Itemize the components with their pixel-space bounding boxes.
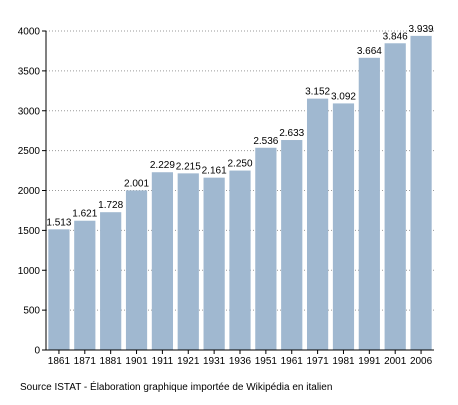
data-label: 2.001 [124,178,149,189]
y-tick-label: 0 [34,346,40,357]
x-tick-label: 1881 [100,356,123,367]
bar [125,190,148,350]
bar [229,170,251,350]
x-tick-label: 1951 [255,356,278,367]
data-label: 2.633 [279,128,304,139]
bar [255,147,277,350]
x-tick-label: 2006 [410,356,433,367]
x-tick-label: 1901 [125,356,148,367]
bar [410,35,432,351]
x-tick-label: 1971 [306,356,329,367]
y-tick-label: 1000 [18,266,41,277]
bar [281,140,303,350]
bar [74,220,96,350]
x-tick-label: 1921 [177,356,200,367]
data-label: 2.536 [253,136,278,147]
bar [48,229,70,350]
y-tick-label: 2000 [18,186,41,197]
data-label: 3.846 [383,31,408,42]
y-tick-label: 4000 [18,27,41,38]
y-tick-label: 1500 [18,226,41,237]
data-label: 3.664 [357,46,382,57]
x-tick-label: 1991 [358,356,381,367]
bar [306,98,329,351]
x-tick-label: 1931 [203,356,226,367]
bar [358,57,380,351]
x-tick-label: 1961 [281,356,304,367]
y-tick-label: 3000 [18,106,41,117]
y-tick-label: 3500 [18,66,41,77]
data-label: 2.250 [227,159,252,170]
data-label: 1.728 [98,200,123,211]
y-tick-label: 2500 [18,146,41,157]
x-tick-label: 1871 [74,356,97,367]
bar [384,43,406,351]
bar [151,172,174,350]
x-tick-label: 1936 [229,356,252,367]
bar [203,177,225,350]
bar [177,173,199,350]
data-label: 2.161 [202,166,227,177]
data-label: 3.939 [409,24,434,35]
data-label: 3.152 [305,87,330,98]
data-label: 2.229 [150,160,175,171]
source-caption: Source ISTAT - Élaboration graphique imp… [20,382,333,393]
x-tick-label: 1911 [152,356,174,367]
y-tick-label: 500 [23,306,40,317]
x-tick-label: 2001 [384,356,407,367]
x-tick-label: 1861 [48,356,71,367]
data-label: 3.092 [331,91,356,102]
x-tick-label: 1981 [332,356,355,367]
bar [100,212,122,350]
bar [332,103,355,351]
data-label: 1.513 [46,217,71,228]
data-label: 1.621 [72,209,97,220]
data-label: 2.215 [176,161,201,172]
